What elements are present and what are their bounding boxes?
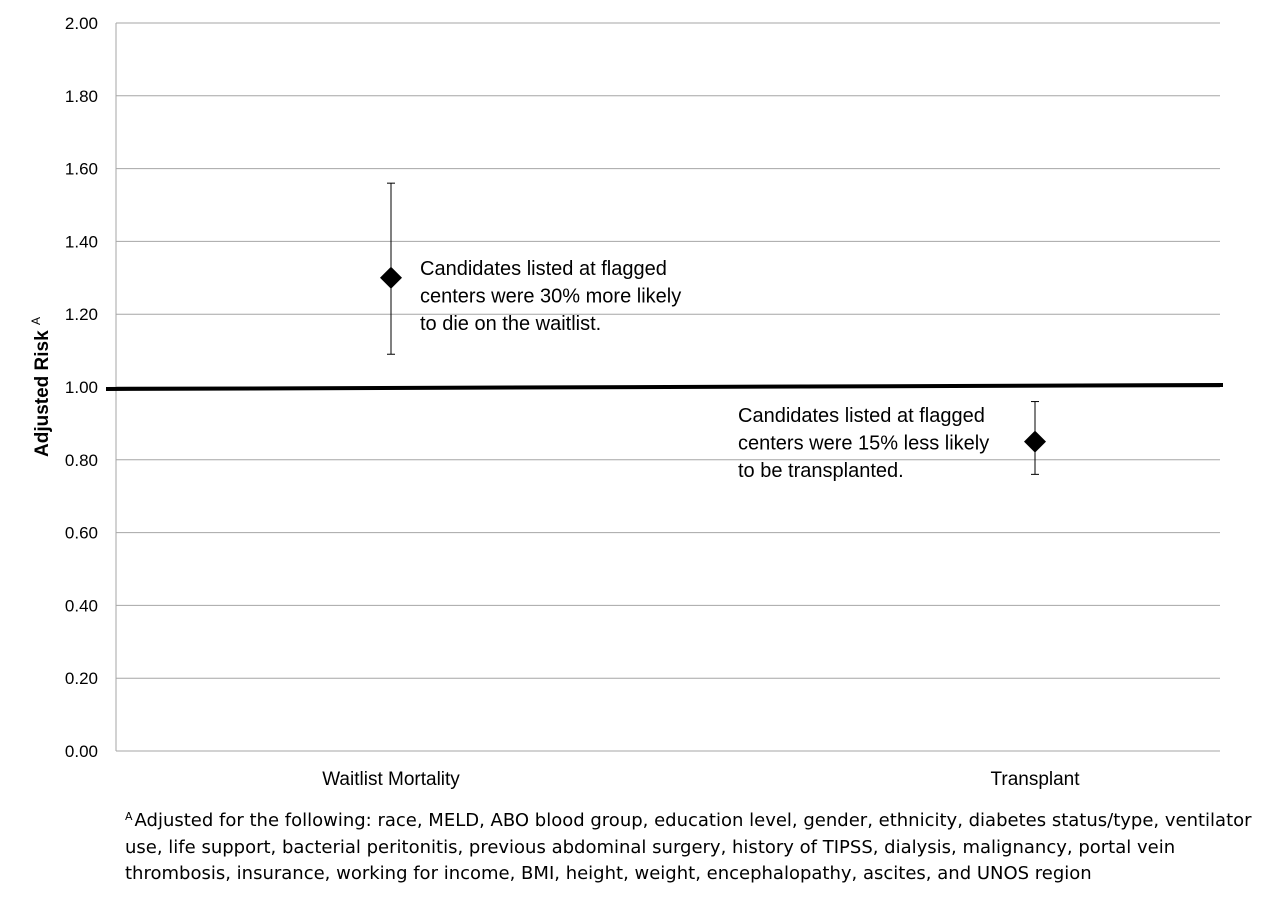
annotation: Candidates listed at flagged centers were… — [738, 405, 989, 482]
y-tick-label: 0.00 — [65, 742, 98, 761]
y-tick-label: 1.00 — [65, 378, 98, 397]
footnote-text: Adjusted for the following: race, MELD, … — [125, 810, 1252, 884]
reference-line-layer — [105, 383, 1224, 391]
footnote: A Adjusted for the following: race, MELD,… — [125, 808, 1265, 888]
annotation-line: centers were 15% less likely — [738, 433, 989, 455]
y-tick-label: 1.80 — [65, 87, 98, 106]
annotation-line: Candidates listed at flagged — [738, 405, 985, 427]
y-tick-label: 0.60 — [65, 524, 98, 543]
y-tick-label: 1.20 — [65, 305, 98, 324]
annotation: Candidates listed at flagged centers were… — [420, 258, 681, 335]
y-axis-title-superscript: A — [29, 317, 43, 325]
annotation-line: Candidates listed at flagged — [420, 258, 667, 280]
gridlines — [116, 22, 1220, 679]
x-category-label: Transplant — [990, 769, 1080, 790]
y-tick-label: 1.60 — [65, 160, 98, 179]
footnote-marker: A — [125, 810, 133, 823]
annotation-line: centers were 30% more likely — [420, 286, 681, 308]
data-point-diamond — [1024, 430, 1046, 453]
data-marks — [380, 182, 1046, 475]
y-axis-title: Adjusted Risk A — [29, 317, 53, 457]
y-tick-label: 2.00 — [65, 14, 98, 33]
labels: 0.00 0.20 0.40 0.60 0.80 1.00 1.20 1.40 1.60 1.80… — [29, 14, 1080, 790]
y-tick-label: 0.40 — [65, 596, 98, 615]
y-tick-label: 1.40 — [65, 232, 98, 251]
annotation-line: to be transplanted. — [738, 460, 904, 482]
annotation-line: to die on the waitlist. — [420, 313, 601, 335]
y-axis-title-text: Adjusted Risk — [32, 325, 53, 457]
reference-line — [105, 383, 1224, 391]
y-tick-label: 0.20 — [65, 669, 98, 688]
y-tick-label: 0.80 — [65, 451, 98, 470]
x-category-label: Waitlist Mortality — [322, 769, 460, 790]
data-point-diamond — [380, 266, 402, 289]
